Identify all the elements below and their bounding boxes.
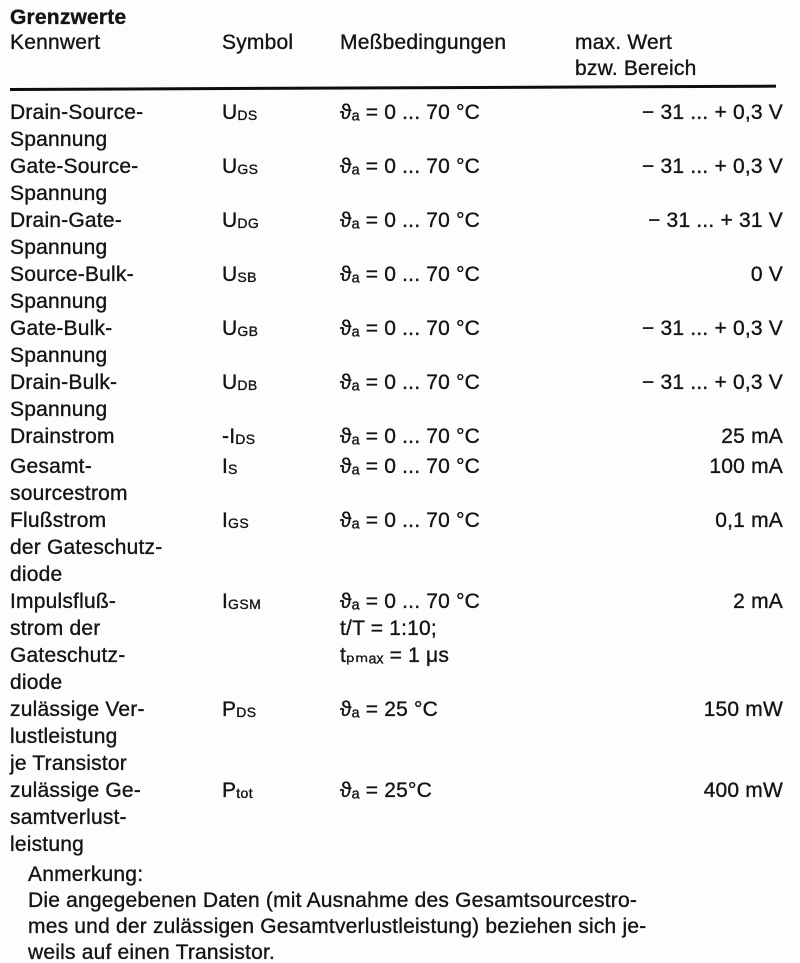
- conditions-cell: ϑₐ = 0 ... 70 °C t/T = 1:10; tₚₘₐₓ = 1 μ…: [340, 590, 481, 667]
- conditions-cell: ϑₐ = 0 ... 70 °C: [340, 155, 481, 178]
- symbol-main: U: [222, 209, 238, 232]
- table-header: Kennwert Symbol Meßbedingungen max. Wert…: [10, 30, 800, 82]
- kennwert-cell: Gate-Bulk- Spannung: [10, 317, 113, 367]
- value-cell: 25 mA: [721, 425, 783, 448]
- table-row: Drain-Source- Spannung UDS ϑₐ = 0 ... 70…: [10, 99, 800, 153]
- symbol-cell: IGS: [222, 507, 340, 537]
- symbol-subscript: GS: [237, 161, 259, 177]
- symbol-cell: UGS: [222, 153, 340, 183]
- symbol-cell: Ptot: [222, 777, 340, 807]
- symbol-main: P: [222, 779, 237, 802]
- symbol-main: I: [222, 455, 229, 478]
- value-cell: 2 mA: [733, 590, 783, 613]
- symbol-main: -I: [222, 425, 236, 448]
- value-cell: 0 V: [750, 263, 783, 286]
- conditions-cell: ϑₐ = 0 ... 70 °C: [340, 455, 481, 478]
- symbol-main: I: [222, 509, 229, 532]
- symbol-subscript: GSM: [228, 596, 262, 612]
- symbol-cell: PDS: [222, 696, 340, 726]
- symbol-subscript: GS: [228, 515, 250, 531]
- table-row: Drain-Gate- Spannung UDG ϑₐ = 0 ... 70 °…: [10, 207, 800, 261]
- symbol-cell: UGB: [222, 315, 340, 345]
- table-row: Drainstrom -IDS ϑₐ = 0 ... 70 °C 25 mA: [10, 423, 800, 453]
- symbol-subscript: tot: [236, 785, 253, 801]
- header-max-value: max. Wert bzw. Bereich: [575, 31, 697, 80]
- symbol-cell: IGSM: [222, 588, 340, 618]
- remark-heading: Anmerkung:: [28, 863, 144, 886]
- header-kennwert: Kennwert: [10, 31, 101, 54]
- limits-table: Drain-Source- Spannung UDS ϑₐ = 0 ... 70…: [10, 99, 800, 858]
- symbol-subscript: SB: [237, 269, 257, 285]
- conditions-cell: ϑₐ = 0 ... 70 °C: [340, 317, 481, 340]
- value-cell: 150 mW: [703, 698, 783, 721]
- symbol-cell: IS: [222, 453, 340, 483]
- symbol-cell: -IDS: [222, 423, 340, 453]
- table-row: Gate-Source- Spannung UGS ϑₐ = 0 ... 70 …: [10, 153, 800, 207]
- section-title: Grenzwerte: [10, 6, 127, 29]
- symbol-subscript: DB: [237, 377, 258, 393]
- table-row: Gesamt- sourcestrom IS ϑₐ = 0 ... 70 °C …: [10, 453, 800, 507]
- kennwert-cell: zulässige Ge- samtverlust- leistung: [10, 779, 141, 856]
- remark-section: Anmerkung: Die angegebenen Daten (mit Au…: [10, 862, 800, 963]
- conditions-cell: ϑₐ = 0 ... 70 °C: [340, 101, 481, 124]
- symbol-main: I: [222, 590, 229, 613]
- symbol-cell: USB: [222, 261, 340, 291]
- symbol-subscript: DS: [235, 431, 256, 447]
- table-row: zulässige Ge- samtverlust- leistung Ptot…: [10, 777, 800, 858]
- kennwert-cell: Impulsfluß- strom der Gateschutz- diode: [10, 590, 126, 694]
- table-row: Flußstrom der Gateschutz- diode IGS ϑₐ =…: [10, 507, 800, 588]
- table-row: zulässige Ver- lustleistung je Transisto…: [10, 696, 800, 777]
- kennwert-cell: Drain-Gate- Spannung: [10, 209, 122, 259]
- kennwert-cell: Drainstrom: [10, 425, 115, 448]
- conditions-cell: ϑₐ = 0 ... 70 °C: [340, 425, 481, 448]
- symbol-cell: UDG: [222, 207, 340, 237]
- value-cell: − 31 ... + 0,3 V: [642, 317, 783, 340]
- remark-body: Die angegebenen Daten (mit Ausnahme des …: [28, 889, 647, 963]
- symbol-main: U: [222, 155, 238, 178]
- kennwert-cell: Flußstrom der Gateschutz- diode: [10, 509, 163, 586]
- kennwert-cell: Drain-Source- Spannung: [10, 101, 144, 151]
- conditions-cell: ϑₐ = 0 ... 70 °C: [340, 509, 481, 532]
- symbol-cell: UDB: [222, 369, 340, 399]
- header-conditions: Meßbedingungen: [340, 31, 507, 54]
- symbol-subscript: DS: [236, 704, 257, 720]
- table-row: Impulsfluß- strom der Gateschutz- diode …: [10, 588, 800, 696]
- value-cell: − 31 ... + 0,3 V: [642, 155, 783, 178]
- value-cell: − 31 ... + 0,3 V: [642, 101, 783, 124]
- symbol-main: U: [222, 263, 238, 286]
- value-cell: − 31 ... + 31 V: [648, 209, 783, 232]
- value-cell: 100 mA: [709, 455, 783, 478]
- table-row: Drain-Bulk- Spannung UDB ϑₐ = 0 ... 70 °…: [10, 369, 800, 423]
- table-row: Source-Bulk- Spannung USB ϑₐ = 0 ... 70 …: [10, 261, 800, 315]
- kennwert-cell: Gate-Source- Spannung: [10, 155, 139, 205]
- symbol-main: U: [222, 371, 238, 394]
- kennwert-cell: Source-Bulk- Spannung: [10, 263, 134, 313]
- header-divider: [9, 84, 776, 91]
- symbol-main: P: [222, 698, 237, 721]
- conditions-cell: ϑₐ = 0 ... 70 °C: [340, 263, 481, 286]
- conditions-cell: ϑₐ = 25°C: [340, 779, 432, 802]
- symbol-main: U: [222, 101, 238, 124]
- conditions-cell: ϑₐ = 25 °C: [340, 698, 438, 721]
- header-symbol: Symbol: [222, 31, 294, 54]
- kennwert-cell: Drain-Bulk- Spannung: [10, 371, 118, 421]
- symbol-cell: UDS: [222, 99, 340, 129]
- symbol-subscript: GB: [237, 323, 259, 339]
- symbol-subscript: DS: [237, 107, 258, 123]
- value-cell: − 31 ... + 0,3 V: [642, 371, 783, 394]
- symbol-main: U: [222, 317, 238, 340]
- conditions-cell: ϑₐ = 0 ... 70 °C: [340, 371, 481, 394]
- value-cell: 0,1 mA: [715, 509, 783, 532]
- kennwert-cell: zulässige Ver- lustleistung je Transisto…: [10, 698, 145, 775]
- kennwert-cell: Gesamt- sourcestrom: [10, 455, 128, 505]
- symbol-subscript: S: [228, 461, 238, 477]
- symbol-subscript: DG: [237, 215, 260, 231]
- value-cell: 400 mW: [703, 779, 783, 802]
- conditions-cell: ϑₐ = 0 ... 70 °C: [340, 209, 481, 232]
- table-row: Gate-Bulk- Spannung UGB ϑₐ = 0 ... 70 °C…: [10, 315, 800, 369]
